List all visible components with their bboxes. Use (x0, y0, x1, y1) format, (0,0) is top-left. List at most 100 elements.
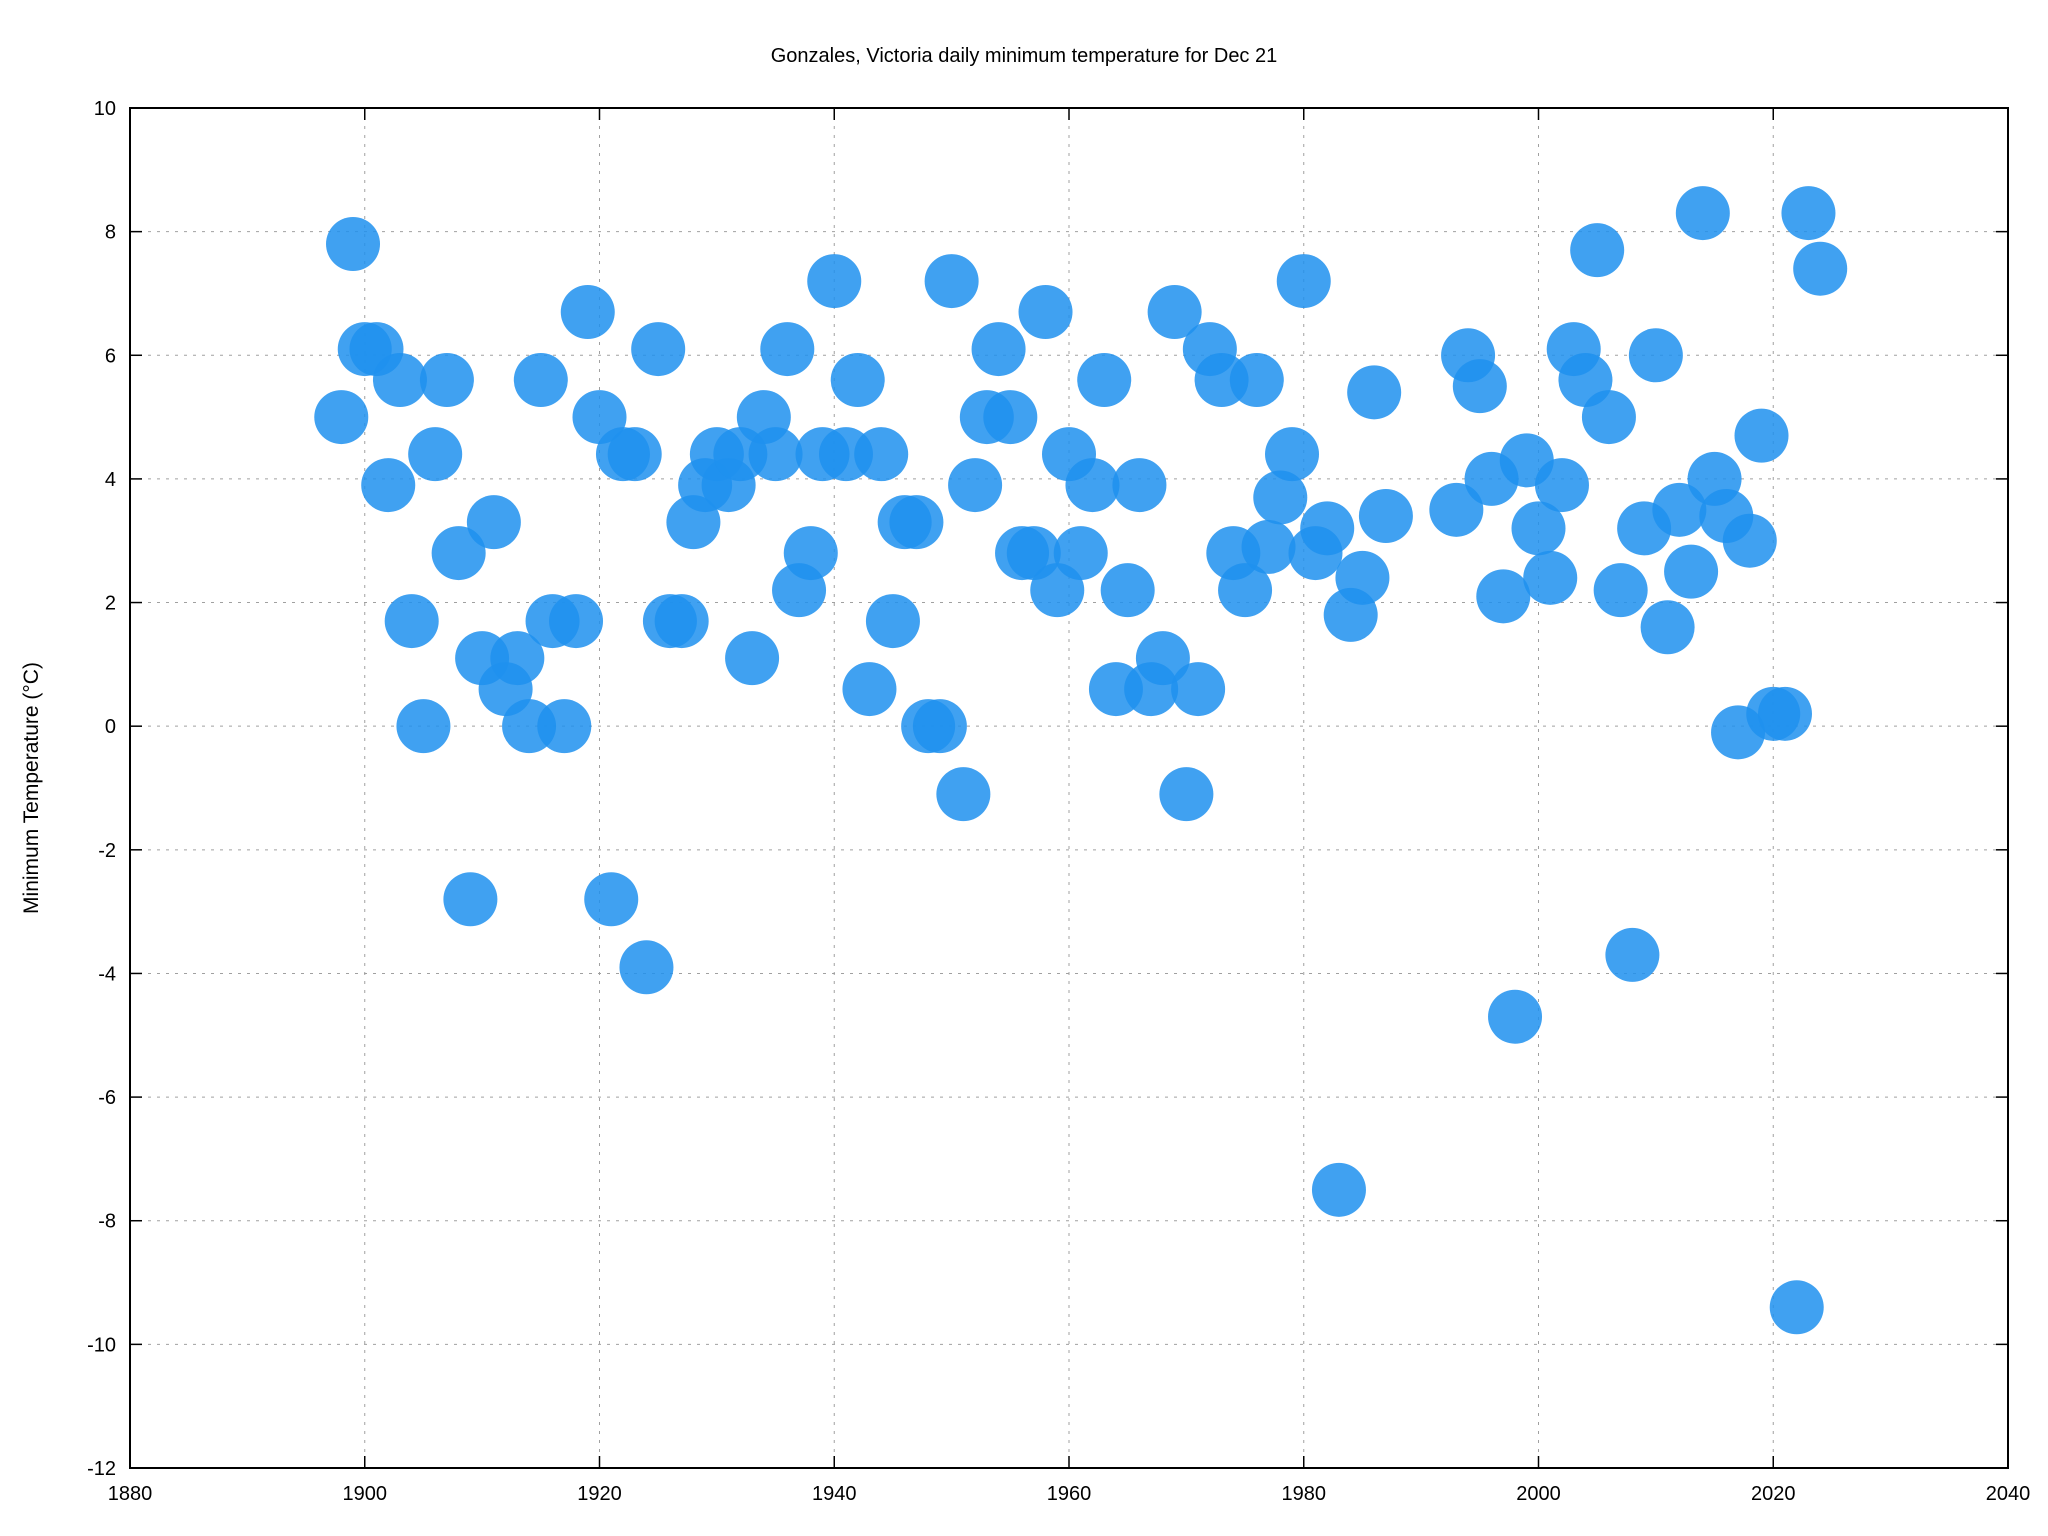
data-point (1793, 241, 1848, 296)
x-tick-label: 1900 (343, 1483, 388, 1505)
data-point (314, 390, 369, 445)
data-point (1053, 526, 1108, 581)
data-point (1488, 989, 1543, 1044)
data-point (1147, 285, 1202, 339)
data-point (1511, 501, 1566, 556)
data-point (654, 594, 709, 649)
data-point (983, 390, 1038, 445)
x-tick-label: 1980 (1282, 1483, 1327, 1505)
x-tick-label: 1940 (812, 1483, 857, 1505)
data-point (1100, 563, 1155, 618)
x-tick-label: 1880 (108, 1483, 153, 1505)
y-tick-label: 0 (105, 716, 116, 738)
data-point (431, 526, 486, 581)
data-point (1335, 550, 1390, 605)
y-tick-label: -2 (98, 840, 116, 862)
data-point (1452, 359, 1507, 414)
data-point (1311, 1162, 1366, 1217)
data-point (1229, 353, 1284, 407)
x-tick-label: 1920 (577, 1483, 622, 1505)
data-point (361, 458, 416, 513)
y-axis-title: Minimum Temperature (°C) (20, 662, 43, 914)
data-point (854, 427, 909, 482)
data-point (889, 495, 944, 550)
data-point (807, 254, 862, 309)
data-point (1523, 550, 1578, 605)
y-tick-labels: -12 -10 -8 -6 -4 -2 0 2 4 6 8 10 (87, 98, 116, 1480)
data-point (1135, 631, 1190, 686)
chart-title: Gonzales, Victoria daily minimum tempera… (771, 45, 1278, 67)
data-point (631, 322, 686, 377)
y-tick-label: -12 (87, 1458, 116, 1480)
data-point (1241, 519, 1296, 574)
data-point (619, 940, 674, 995)
data-point (1570, 223, 1625, 278)
y-tick-label: 8 (105, 222, 116, 244)
data-point (326, 217, 381, 271)
data-point (1112, 458, 1167, 513)
data-point (408, 427, 463, 482)
data-point (1347, 365, 1402, 420)
data-point (419, 353, 474, 407)
data-point (1429, 482, 1484, 537)
data-point (760, 322, 815, 377)
data-point (537, 699, 592, 754)
data-point (1769, 1280, 1824, 1335)
data-point (1265, 427, 1320, 482)
data-point (372, 353, 427, 407)
data-point (1218, 563, 1273, 618)
data-point (1664, 544, 1719, 599)
y-tick-label: 2 (105, 593, 116, 615)
data-point (1159, 767, 1214, 822)
data-point (1781, 186, 1836, 241)
data-point (490, 631, 545, 686)
data-point (1018, 285, 1073, 339)
y-tick-label: -10 (87, 1334, 116, 1356)
data-point (1734, 408, 1789, 463)
data-point (971, 322, 1026, 377)
data-point (1358, 489, 1413, 543)
x-tick-labels: 1880 1900 1920 1940 1960 1980 2000 2020 2040 (108, 1483, 2031, 1505)
data-point (783, 526, 838, 581)
data-point (1722, 513, 1777, 568)
data-point (1077, 353, 1132, 407)
x-tick-label: 2040 (1986, 1483, 2031, 1505)
data-point (560, 285, 615, 339)
data-point (924, 254, 979, 309)
data-point (865, 594, 920, 649)
data-point (513, 353, 568, 407)
data-point (1065, 458, 1120, 513)
data-point (936, 767, 991, 822)
x-tick-label: 1960 (1047, 1483, 1092, 1505)
data-point (607, 427, 662, 482)
data-point (725, 631, 780, 686)
data-point (466, 495, 521, 550)
y-tick-label: 6 (105, 345, 116, 367)
y-tick-label: -6 (98, 1087, 116, 1109)
data-point (748, 427, 803, 482)
y-tick-label: 4 (105, 469, 116, 491)
data-point (1652, 482, 1707, 537)
data-point (1675, 186, 1730, 241)
data-point (1276, 254, 1331, 309)
data-point (549, 594, 604, 649)
data-point (830, 353, 885, 407)
data-point (1476, 569, 1531, 624)
data-point (1628, 328, 1683, 383)
plot-frame (129, 107, 2009, 1469)
x-tick-label: 2020 (1751, 1483, 1796, 1505)
data-point (1171, 662, 1226, 717)
data-point (1534, 458, 1589, 513)
data-point (384, 594, 439, 649)
data-point (1757, 686, 1812, 741)
x-tick-label: 2000 (1516, 1483, 1561, 1505)
data-point (584, 872, 639, 927)
data-point (948, 458, 1003, 513)
data-point (1253, 470, 1308, 525)
data-point (912, 699, 967, 754)
data-points (314, 186, 1848, 1335)
data-point (396, 699, 451, 754)
data-point (1640, 600, 1695, 655)
data-point (1581, 390, 1636, 445)
